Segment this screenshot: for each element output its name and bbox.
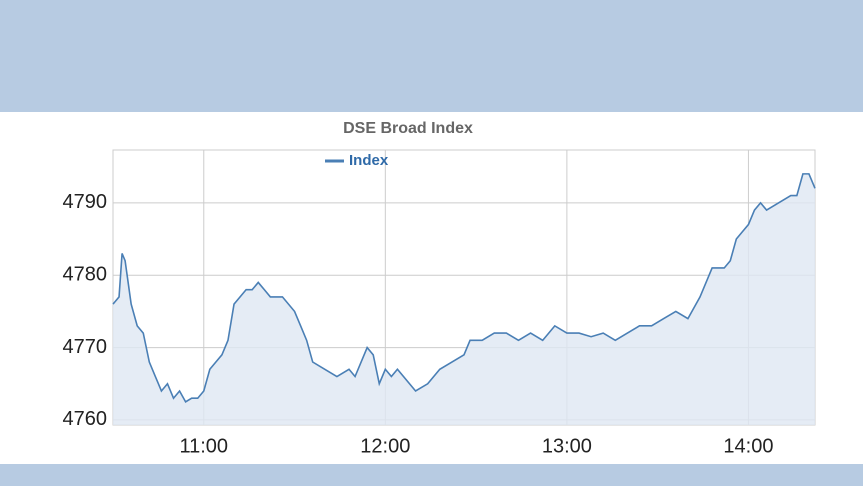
y-tick-label: 4760: [63, 408, 108, 430]
y-tick-label: 4770: [63, 336, 108, 358]
x-tick-label: 13:00: [542, 435, 592, 457]
x-tick-label: 14:00: [723, 435, 773, 457]
y-tick-label: 4780: [63, 263, 108, 285]
x-tick-label: 11:00: [179, 435, 228, 457]
x-tick-label: 12:00: [360, 435, 410, 457]
y-tick-label: 4790: [63, 191, 108, 213]
line-series: [112, 173, 816, 403]
area-fill: [113, 173, 815, 425]
legend-label: Index: [349, 152, 389, 169]
chart-title: DSE Broad Index: [343, 120, 473, 137]
